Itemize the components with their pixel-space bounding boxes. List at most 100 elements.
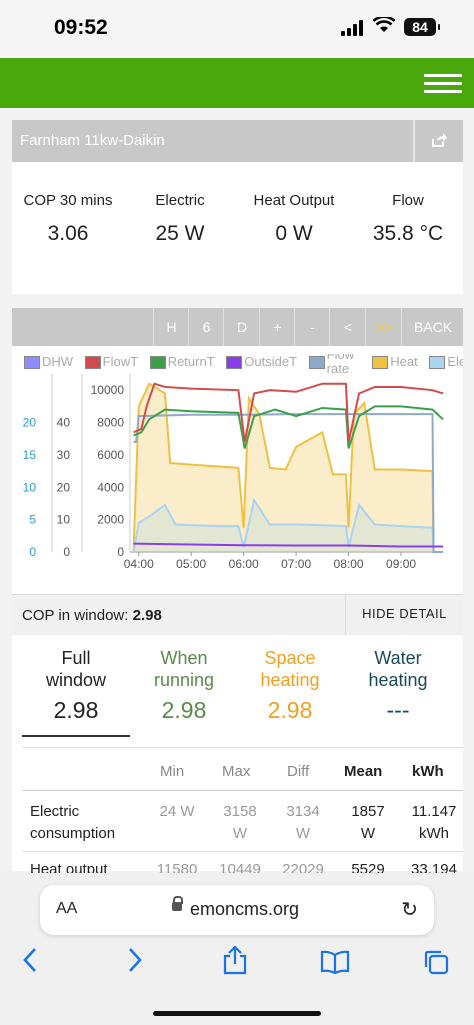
- cell-kwh: 11.147 kWh: [411, 803, 457, 842]
- status-time: 09:52: [54, 16, 108, 39]
- x-tick-label: 06:00: [229, 557, 259, 571]
- book-icon: [320, 950, 350, 975]
- hamburger-icon-bar: [424, 73, 462, 77]
- stat-flow: Flow 35.8 °C: [352, 162, 464, 246]
- address-bar[interactable]: AA emoncms.org ↻: [40, 885, 434, 935]
- cop-tabs: Full window 2.98 When running 2.98 Space he…: [12, 635, 463, 747]
- tab-water-heating[interactable]: Water heating ---: [344, 647, 452, 723]
- stat-label: Heat Output: [253, 192, 335, 209]
- legend-item[interactable]: Ele: [429, 354, 463, 370]
- share-icon: [223, 945, 247, 975]
- stat-label: Flow: [392, 192, 424, 209]
- legend-swatch: [226, 356, 243, 370]
- six-hours-button[interactable]: 6: [188, 308, 224, 346]
- top-navbar: [0, 58, 474, 108]
- share-sheet-button[interactable]: [222, 945, 248, 982]
- y-tick-label-flow: 10: [23, 480, 37, 494]
- url-text[interactable]: emoncms.org: [190, 899, 300, 919]
- col-header-kwh: kWh: [412, 763, 444, 780]
- y-tick-label-power: 10000: [91, 383, 125, 397]
- zoom-out-button[interactable]: -: [294, 308, 330, 346]
- zoom-in-button[interactable]: +: [259, 308, 295, 346]
- cell-mean: 1857 W: [351, 803, 385, 842]
- forward-nav-button[interactable]: [127, 947, 143, 980]
- tabs-icon: [424, 950, 449, 975]
- hamburger-icon-bar: [424, 81, 462, 85]
- divider: [22, 851, 463, 852]
- series-line-ele: [132, 497, 443, 553]
- series-line-flow-rate: [133, 413, 443, 553]
- legend-item[interactable]: Flow rate: [308, 354, 361, 376]
- day-button[interactable]: D: [223, 308, 260, 346]
- app-title: Farnham 11kw-Daikin: [20, 132, 165, 149]
- legend-item[interactable]: Heat: [372, 354, 418, 370]
- pan-right-button[interactable]: >>: [365, 308, 402, 346]
- legend-item[interactable]: FlowT: [84, 354, 138, 370]
- col-header-min: Min: [160, 763, 185, 780]
- hour-button[interactable]: H: [153, 308, 189, 346]
- chevron-left-icon: [23, 948, 36, 972]
- legend-item[interactable]: ReturnT: [149, 354, 215, 370]
- legend-swatch: [372, 356, 389, 370]
- battery-icon: 84: [404, 18, 440, 36]
- legend-item[interactable]: OutsideT: [226, 354, 297, 370]
- stat-electric: Electric 25 W: [124, 162, 236, 246]
- y-tick-label-power: 2000: [97, 513, 124, 527]
- tabs-button[interactable]: [422, 948, 450, 983]
- y-tick-label-flow: 5: [29, 513, 36, 527]
- x-tick-label: 07:00: [281, 557, 311, 571]
- series-line-heat: [132, 382, 443, 553]
- tab-full-window[interactable]: Full window 2.98: [22, 647, 130, 737]
- pan-left-button[interactable]: <: [329, 308, 366, 346]
- home-indicator: [153, 1011, 321, 1016]
- chart-toolbar: H 6 D + - < >> BACK: [12, 308, 463, 346]
- cop-window-text: COP in window: 2.98: [22, 607, 162, 624]
- legend-swatch: [149, 356, 166, 370]
- power-temperature-chart[interactable]: 04:00 05:00 06:00 07:00 08:00 09:000200040006…: [12, 346, 463, 594]
- live-stats: COP 30 mins 3.06 Electric 25 W Heat Outp…: [12, 162, 463, 294]
- tab-space-heating[interactable]: Space heating 2.98: [236, 647, 344, 722]
- cop-window-bar: COP in window: 2.98 HIDE DETAIL: [12, 594, 463, 635]
- series-area-heat: [133, 383, 444, 552]
- tab-value: 2.98: [161, 697, 207, 723]
- tab-when-running[interactable]: When running 2.98: [130, 647, 238, 723]
- legend-swatch: [429, 356, 446, 370]
- reload-icon[interactable]: ↻: [401, 899, 418, 921]
- x-tick-label: 04:00: [124, 557, 154, 571]
- chart-legend: DHW FlowT ReturnT OutsideT Flow rate Hea…: [24, 354, 463, 376]
- back-button[interactable]: BACK: [401, 308, 464, 346]
- y-tick-label-temp: 0: [63, 545, 70, 559]
- share-icon: [432, 133, 447, 147]
- y-tick-label-temp: 20: [57, 480, 71, 494]
- x-tick-label: 05:00: [176, 557, 206, 571]
- stat-heat-output: Heat Output 0 W: [236, 162, 352, 246]
- row-label: Electric consumption: [30, 803, 116, 842]
- bookmarks-button[interactable]: [320, 949, 350, 981]
- legend-item[interactable]: DHW: [24, 354, 73, 370]
- cellular-signal-icon: [341, 20, 363, 36]
- stat-value: 25 W: [155, 222, 205, 245]
- y-tick-label-flow: 20: [23, 416, 37, 430]
- stat-value: 0 W: [275, 222, 313, 245]
- series-area-ele: [133, 500, 444, 552]
- stat-value: 35.8 °C: [372, 222, 444, 245]
- stats-table: Min Max Diff Mean kWh Electric consumptio…: [12, 747, 463, 878]
- y-tick-label-power: 4000: [97, 480, 124, 494]
- stat-value: 3.06: [47, 222, 89, 245]
- back-nav-button[interactable]: [22, 947, 38, 980]
- stat-label: Electric: [155, 192, 205, 209]
- reader-aa-button[interactable]: AA: [56, 900, 78, 917]
- col-header-diff: Diff: [287, 763, 310, 780]
- y-tick-label-temp: 30: [57, 448, 71, 462]
- hide-detail-button[interactable]: HIDE DETAIL: [345, 595, 463, 635]
- stat-cop: COP 30 mins 3.06: [12, 162, 124, 246]
- chevron-right-icon: [129, 948, 142, 972]
- menu-button[interactable]: [424, 65, 462, 101]
- y-tick-label-temp: 10: [57, 513, 71, 527]
- divider: [22, 790, 463, 791]
- series-line-flowt: [133, 382, 444, 443]
- share-button[interactable]: [413, 120, 463, 162]
- y-tick-label-power: 8000: [97, 416, 124, 430]
- tab-value: ---: [386, 697, 410, 723]
- y-tick-label-flow: 0: [29, 545, 36, 559]
